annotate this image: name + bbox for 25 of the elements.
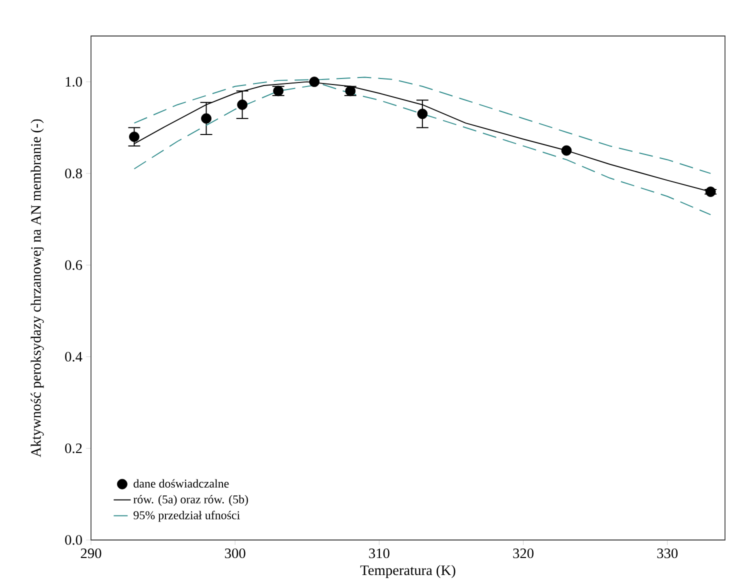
legend-label: dane doświadczalne	[134, 479, 229, 488]
x-tick-label: 290	[80, 548, 102, 558]
y-tick-label: 1.0	[66, 76, 82, 87]
legend-label: rów. (5a) oraz rów. (5b)	[133, 495, 248, 506]
point	[237, 100, 248, 110]
point	[309, 76, 320, 87]
point	[417, 108, 428, 120]
point	[705, 186, 716, 197]
y-tick-label: 0.4	[65, 352, 82, 362]
y-tick-label: 0.2	[65, 443, 82, 454]
x-axis-title: Temperatura (K)	[360, 565, 456, 578]
line-series	[134, 84, 712, 216]
point	[129, 132, 140, 142]
x-tick-label: 330	[657, 548, 678, 558]
y-axis-title: Aktywność peroksydazy chrzanowej na AN membranie (-)	[30, 119, 44, 458]
legend-label: 95% przedział ufności	[134, 510, 240, 522]
point	[201, 113, 212, 124]
y-tick-label: 0.0	[65, 535, 82, 545]
point	[561, 145, 572, 156]
y-tick-label: 0.6	[65, 260, 82, 270]
y-tick-label: 0.8	[65, 168, 82, 178]
x-tick-label: 300	[225, 548, 246, 558]
x-tick-label: 310	[369, 548, 390, 558]
x-tick-label: 320	[513, 548, 534, 558]
line-series	[134, 76, 712, 174]
